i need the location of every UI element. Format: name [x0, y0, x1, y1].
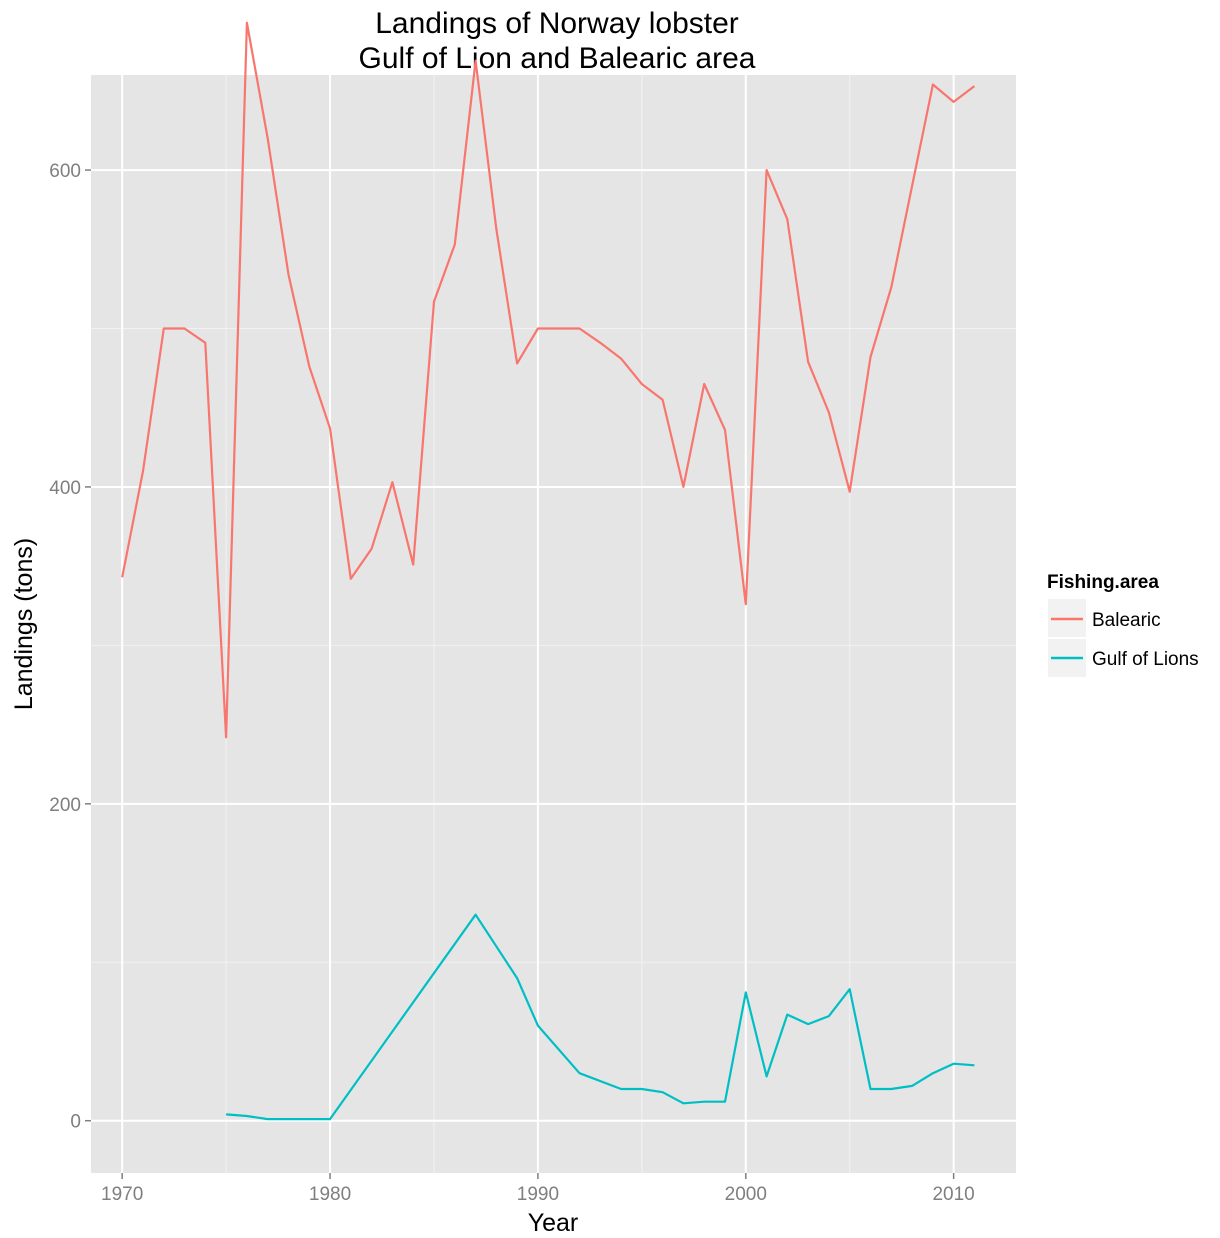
- x-tick-label: 1970: [101, 1184, 143, 1205]
- major-gridlines: [91, 75, 1016, 1173]
- legend-label-balearic: Balearic: [1092, 610, 1161, 631]
- legend-label-gulf-of-lions: Gulf of Lions: [1092, 649, 1199, 670]
- chart-title-line-2: Gulf of Lion and Balearic area: [359, 42, 756, 75]
- y-axis-title: Landings (tons): [10, 538, 38, 710]
- minor-gridlines: [91, 75, 1016, 1173]
- x-tick-label: 1980: [309, 1184, 351, 1205]
- series-line-balearic: [121, 21, 976, 739]
- series-line-gulf-of-lions: [226, 913, 975, 1121]
- legend: Fishing.area Balearic Gulf of Lions: [1047, 572, 1199, 677]
- x-tick-label: 2000: [725, 1184, 767, 1205]
- chart-title-line-1: Landings of Norway lobster: [375, 7, 739, 40]
- x-axis: 1970 1980 1990 2000 2010: [101, 1173, 975, 1205]
- legend-title: Fishing.area: [1047, 572, 1159, 593]
- x-tick-label: 1990: [517, 1184, 559, 1205]
- y-tick-label: 0: [70, 1112, 81, 1133]
- x-axis-title: Year: [528, 1209, 579, 1237]
- x-tick-label: 2010: [932, 1184, 974, 1205]
- plot-panel: [91, 75, 1016, 1173]
- y-tick-label: 400: [49, 478, 81, 499]
- y-tick-label: 600: [49, 161, 81, 182]
- y-tick-label: 200: [49, 795, 81, 816]
- series-lines: [121, 21, 976, 1121]
- y-axis: 0 200 400 600: [49, 161, 91, 1133]
